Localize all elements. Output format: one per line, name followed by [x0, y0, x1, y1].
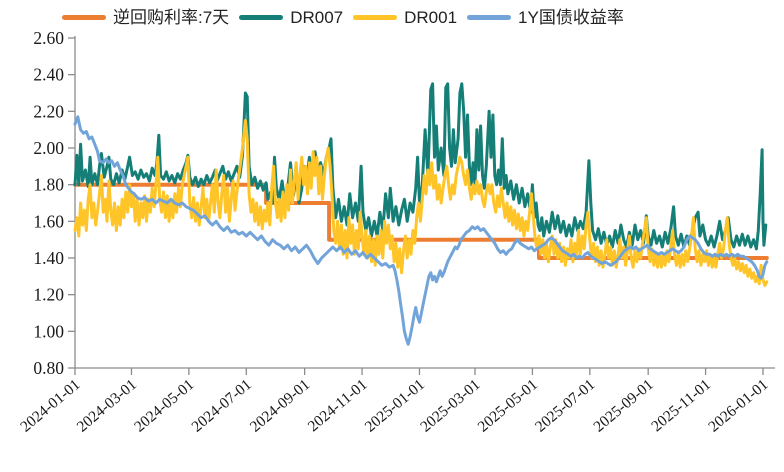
legend-line-swatch: [239, 14, 284, 20]
legend-line-swatch: [62, 14, 106, 20]
series-line-2: [73, 119, 769, 287]
x-tick-label: 2025-07-01: [532, 376, 598, 436]
y-tick-label: 1.00: [33, 321, 64, 341]
legend-line-swatch: [467, 14, 512, 20]
x-tick-label: 2024-05-01: [131, 376, 197, 436]
x-tick-label: 2024-01-01: [17, 376, 83, 436]
legend-item-0: 逆回购利率:7天: [62, 9, 229, 26]
y-tick-label: 1.40: [33, 248, 64, 268]
x-tick-label: 2025-09-01: [590, 376, 656, 436]
legend-label: 逆回购利率:7天: [113, 7, 230, 27]
y-tick-label: 1.20: [33, 285, 64, 305]
legend-item-1: DR007: [239, 9, 343, 26]
x-tick-label: 2025-11-01: [648, 376, 714, 435]
legend-label: 1Y国债收益率: [518, 7, 624, 27]
legend-line-swatch: [353, 14, 398, 20]
legend-item-2: DR001: [353, 9, 457, 26]
y-tick-label: 2.60: [33, 28, 64, 48]
y-tick-label: 1.60: [33, 211, 64, 231]
x-tick-label: 2024-03-01: [74, 376, 140, 436]
chart-legend: 逆回购利率:7天 DR007 DR001 1Y国债收益率: [62, 5, 634, 29]
x-tick-label: 2025-03-01: [417, 376, 483, 436]
x-tick-label: 2025-05-01: [475, 376, 541, 436]
series-line-1: [73, 82, 768, 251]
x-tick-label: 2026-01-01: [705, 376, 771, 436]
y-tick-label: 2.40: [33, 65, 64, 85]
legend-label: DR007: [290, 7, 344, 27]
x-tick-label: 2024-09-01: [247, 376, 313, 436]
x-tick-label: 2025-01-01: [362, 376, 428, 436]
y-tick-label: 0.80: [33, 358, 64, 378]
legend-label: DR001: [404, 7, 458, 27]
y-tick-label: 1.80: [33, 175, 64, 195]
x-tick-label: 2024-11-01: [305, 376, 371, 435]
legend-item-3: 1Y国债收益率: [467, 9, 624, 26]
series-line-3: [73, 115, 769, 346]
y-tick-label: 2.20: [33, 101, 64, 121]
x-tick-label: 2024-07-01: [189, 376, 255, 436]
y-tick-label: 2.00: [33, 138, 64, 158]
